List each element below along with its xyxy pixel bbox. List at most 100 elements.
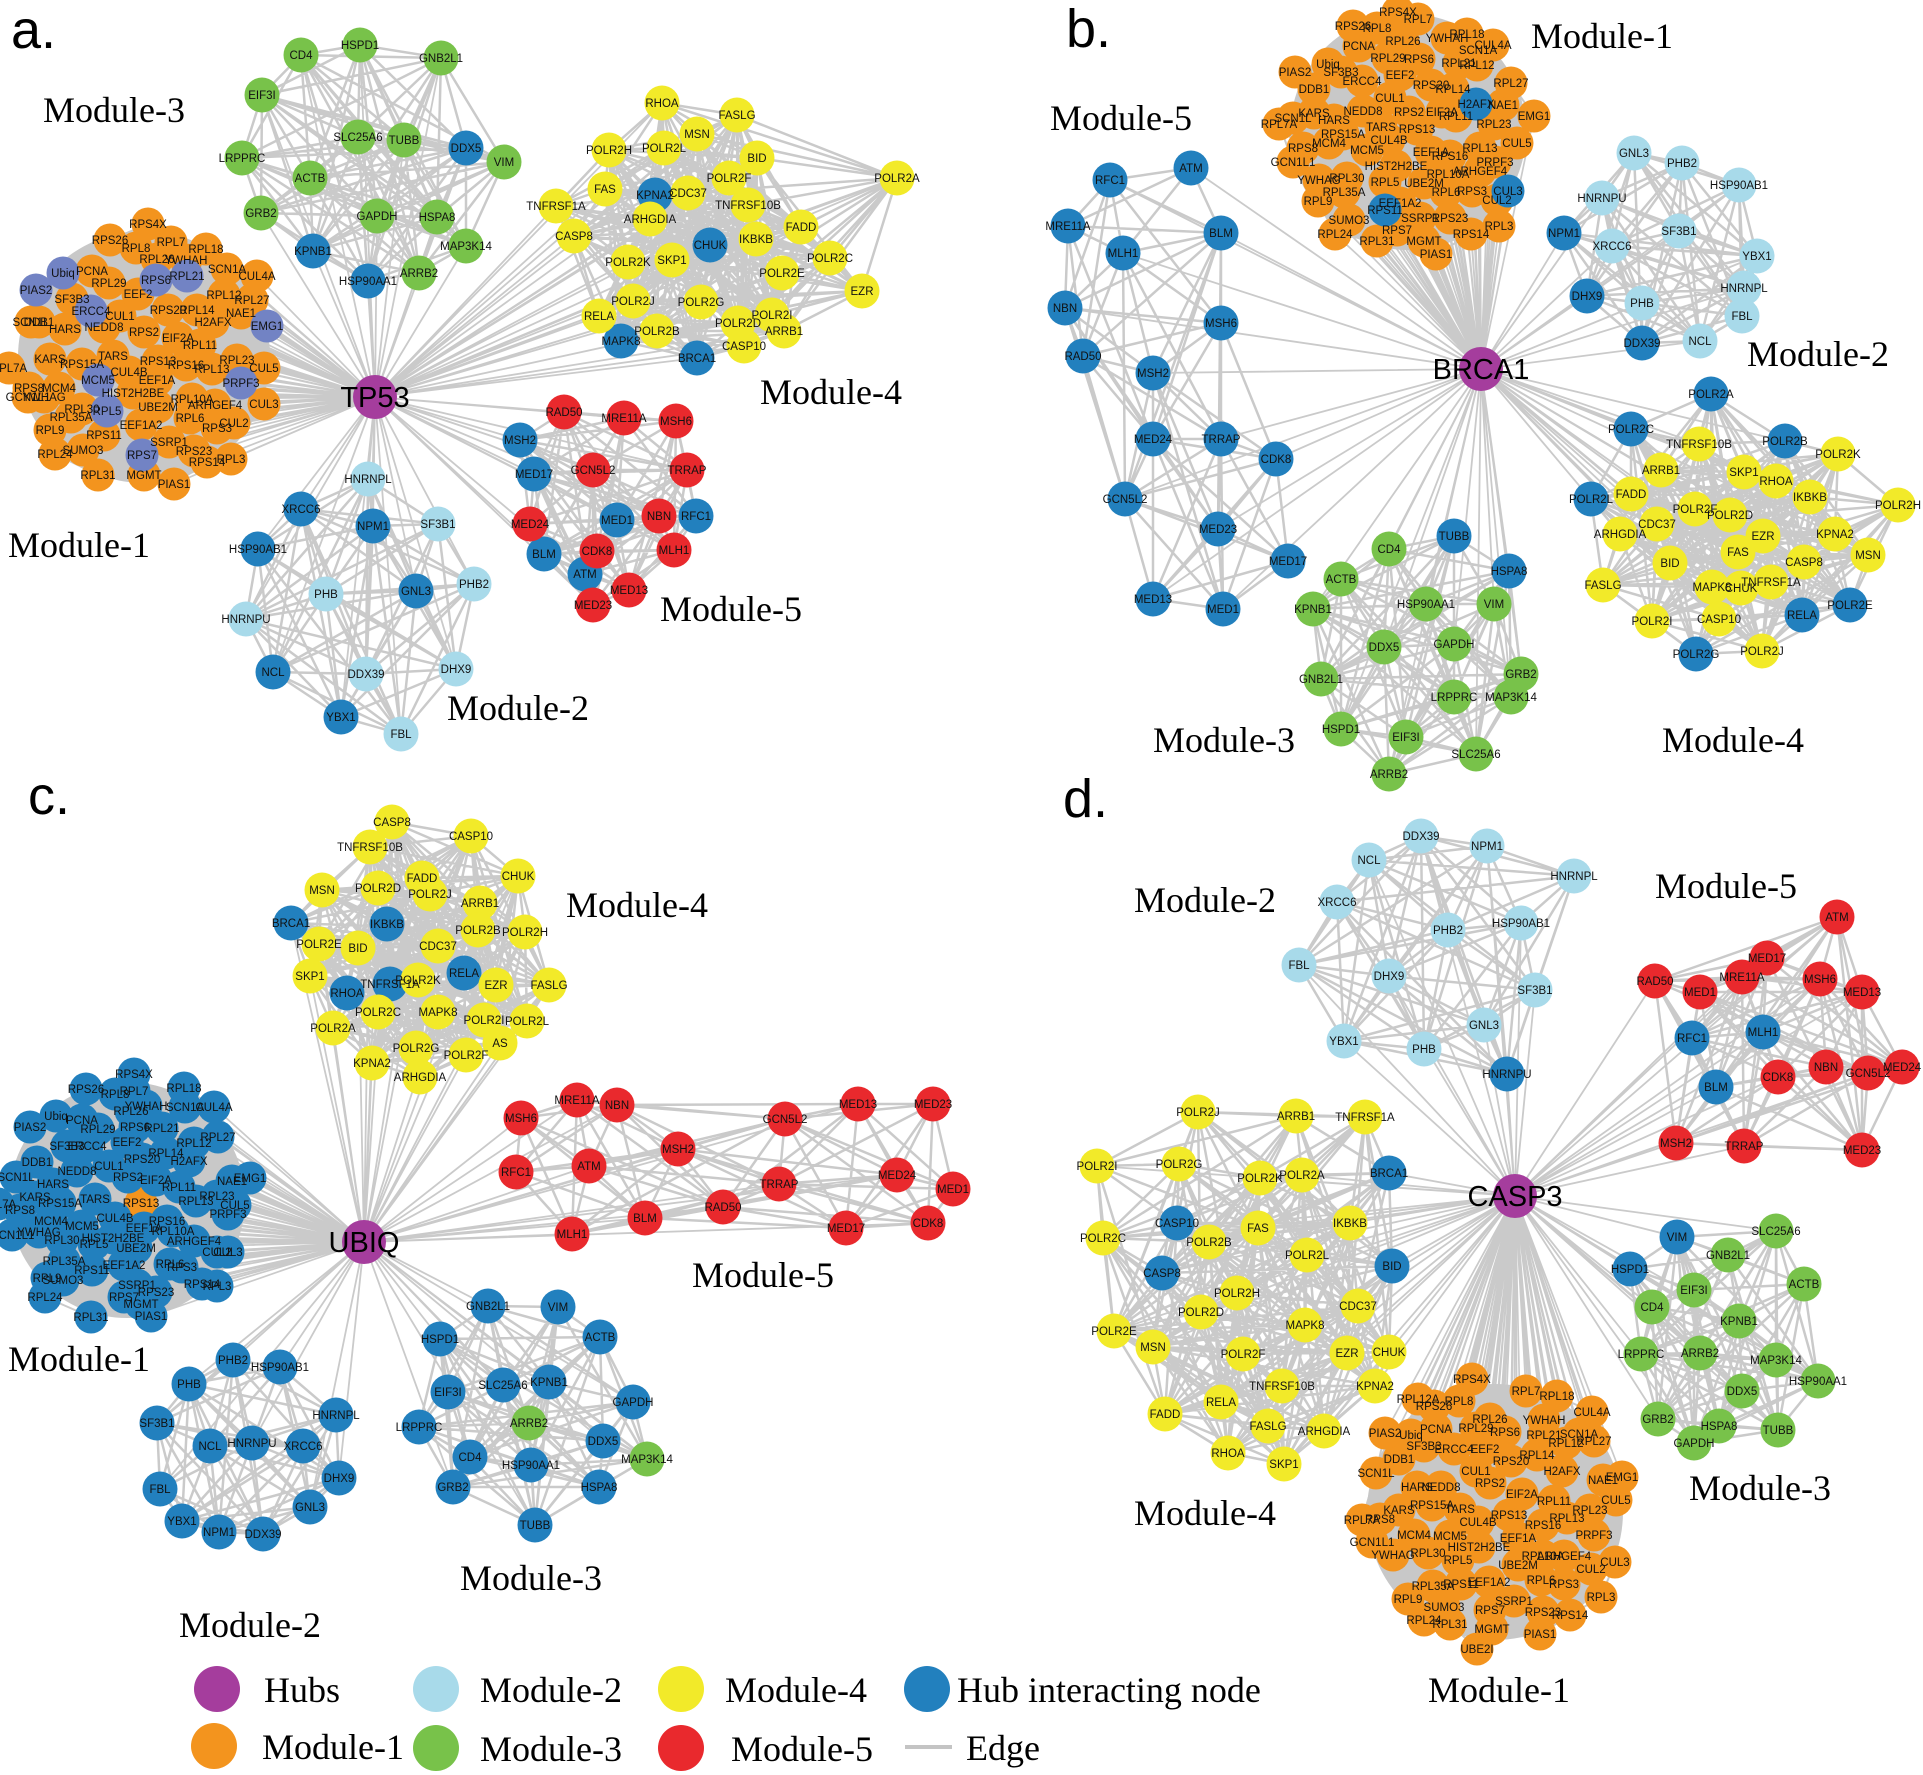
svg-text:YWHAG: YWHAG (1371, 1550, 1415, 1562)
svg-text:RPL6: RPL6 (156, 1259, 185, 1271)
svg-text:HSPD1: HSPD1 (1322, 724, 1360, 736)
svg-text:HIST2H2BE: HIST2H2BE (1365, 161, 1428, 173)
svg-text:SSRP1: SSRP1 (1401, 213, 1439, 225)
svg-text:RPS2: RPS2 (1475, 1478, 1505, 1490)
svg-text:SKP1: SKP1 (1269, 1459, 1298, 1471)
svg-text:HNRNPU: HNRNPU (1577, 193, 1626, 205)
svg-text:Module-3: Module-3 (1153, 720, 1295, 760)
svg-text:RPL31: RPL31 (73, 1312, 108, 1324)
svg-text:RPS7: RPS7 (109, 1292, 139, 1304)
svg-text:PHB2: PHB2 (1667, 158, 1697, 170)
svg-text:RPL10A: RPL10A (171, 394, 214, 406)
svg-text:TNFRSF1A: TNFRSF1A (1335, 1112, 1395, 1124)
svg-text:RPL12: RPL12 (176, 1138, 211, 1150)
svg-text:FBL: FBL (149, 1484, 171, 1496)
svg-text:POLR2H: POLR2H (586, 145, 632, 157)
svg-text:EIF3I: EIF3I (1392, 732, 1419, 744)
svg-text:MSH2: MSH2 (1137, 368, 1169, 380)
svg-text:ATM: ATM (573, 569, 596, 581)
svg-text:POLR2C: POLR2C (1080, 1233, 1126, 1245)
svg-text:RPS6: RPS6 (141, 275, 171, 287)
svg-text:YWHAG: YWHAG (22, 392, 66, 404)
svg-text:BRCA1: BRCA1 (678, 353, 716, 365)
svg-text:MSH6: MSH6 (1804, 974, 1836, 986)
svg-text:MED1: MED1 (1684, 987, 1716, 999)
svg-text:HSPA8: HSPA8 (419, 212, 456, 224)
svg-text:POLR2K: POLR2K (605, 257, 651, 269)
svg-text:PIAS1: PIAS1 (1420, 249, 1453, 261)
svg-text:RPL12: RPL12 (1459, 60, 1494, 72)
svg-text:HARS: HARS (1401, 1482, 1433, 1494)
svg-text:Module-5: Module-5 (1050, 98, 1192, 138)
svg-text:Module-1: Module-1 (8, 525, 150, 565)
svg-text:RPL35A: RPL35A (1412, 1581, 1455, 1593)
svg-text:PCNA: PCNA (66, 1115, 98, 1127)
svg-text:RPL30: RPL30 (44, 1235, 79, 1247)
svg-text:VIM: VIM (494, 157, 514, 169)
svg-text:MCM5: MCM5 (65, 1221, 99, 1233)
svg-text:CUL1: CUL1 (1461, 1466, 1490, 1478)
svg-text:ERCC4: ERCC4 (72, 306, 112, 318)
svg-text:CASP10: CASP10 (1697, 614, 1741, 626)
svg-text:CASP10: CASP10 (722, 341, 766, 353)
svg-text:SKP1: SKP1 (657, 255, 686, 267)
svg-text:MLH1: MLH1 (557, 1229, 588, 1241)
svg-text:RPS11: RPS11 (74, 1265, 110, 1277)
svg-text:POLR2J: POLR2J (1176, 1107, 1219, 1119)
svg-text:MAPK8: MAPK8 (419, 1007, 458, 1019)
svg-text:RFC1: RFC1 (1095, 175, 1125, 187)
svg-text:SF3B3: SF3B3 (1323, 67, 1358, 79)
svg-text:UBE2M: UBE2M (1404, 178, 1444, 190)
svg-text:SCN1A: SCN1A (208, 264, 247, 276)
svg-text:Module-3: Module-3 (1689, 1468, 1831, 1508)
svg-text:RPL5: RPL5 (1444, 1555, 1473, 1567)
svg-text:KARS: KARS (1383, 1505, 1415, 1517)
svg-text:RPS3: RPS3 (1549, 1579, 1579, 1591)
svg-text:MSN: MSN (309, 885, 335, 897)
svg-text:MCM4: MCM4 (1397, 1530, 1431, 1542)
svg-text:POLR2G: POLR2G (1156, 1159, 1203, 1171)
svg-text:CHUK: CHUK (1725, 583, 1758, 595)
svg-text:HNRNPU: HNRNPU (1482, 1069, 1531, 1081)
svg-text:MSN: MSN (684, 129, 710, 141)
svg-text:EIF2A: EIF2A (1426, 107, 1458, 119)
svg-text:RPL35A: RPL35A (1323, 187, 1366, 199)
svg-text:CUL1: CUL1 (1375, 93, 1404, 105)
svg-text:ARHGDIA: ARHGDIA (1298, 1426, 1351, 1438)
svg-text:TNFRSF1A: TNFRSF1A (360, 979, 420, 991)
svg-text:RPS4X: RPS4X (129, 219, 167, 231)
svg-text:POLR2L: POLR2L (642, 143, 687, 155)
svg-text:MCM5: MCM5 (81, 375, 115, 387)
svg-text:MGMT: MGMT (1406, 236, 1441, 248)
svg-text:HNRNPL: HNRNPL (344, 474, 392, 486)
svg-text:EMG1: EMG1 (1606, 1472, 1639, 1484)
svg-text:DDX5: DDX5 (451, 143, 482, 155)
svg-text:TARS: TARS (98, 351, 128, 363)
svg-text:DHX9: DHX9 (1572, 291, 1603, 303)
svg-text:DDB1: DDB1 (22, 1157, 53, 1169)
svg-text:KARS: KARS (19, 1192, 51, 1204)
svg-text:SUMO3: SUMO3 (43, 1275, 84, 1287)
svg-text:DHX9: DHX9 (1374, 971, 1405, 983)
svg-text:SCN1L: SCN1L (0, 1172, 35, 1184)
svg-text:YWHAH: YWHAH (125, 1101, 168, 1113)
svg-text:HARS: HARS (37, 1179, 69, 1191)
svg-text:CASP8: CASP8 (373, 817, 411, 829)
svg-text:MED23: MED23 (1199, 524, 1237, 536)
svg-text:MSH2: MSH2 (1660, 1138, 1692, 1150)
svg-text:GCN1L1: GCN1L1 (0, 1230, 34, 1242)
svg-text:BRCA1: BRCA1 (1370, 1168, 1408, 1180)
svg-text:EEF1A: EEF1A (1413, 147, 1450, 159)
svg-text:RPL3: RPL3 (1587, 1592, 1616, 1604)
svg-text:HSP90AA1: HSP90AA1 (1789, 1376, 1847, 1388)
svg-text:EEF2: EEF2 (1471, 1444, 1500, 1456)
svg-text:TNFRSF10B: TNFRSF10B (337, 842, 403, 854)
svg-text:RPS16: RPS16 (1432, 151, 1468, 163)
svg-text:NAE1: NAE1 (1588, 1475, 1618, 1487)
svg-text:RHOA: RHOA (645, 98, 679, 110)
svg-text:YWHAG: YWHAG (1297, 175, 1341, 187)
svg-text:TARS: TARS (1366, 122, 1396, 134)
svg-text:LRPPRC: LRPPRC (1431, 692, 1478, 704)
svg-text:NPM1: NPM1 (203, 1527, 235, 1539)
svg-text:POLR2A: POLR2A (874, 173, 920, 185)
